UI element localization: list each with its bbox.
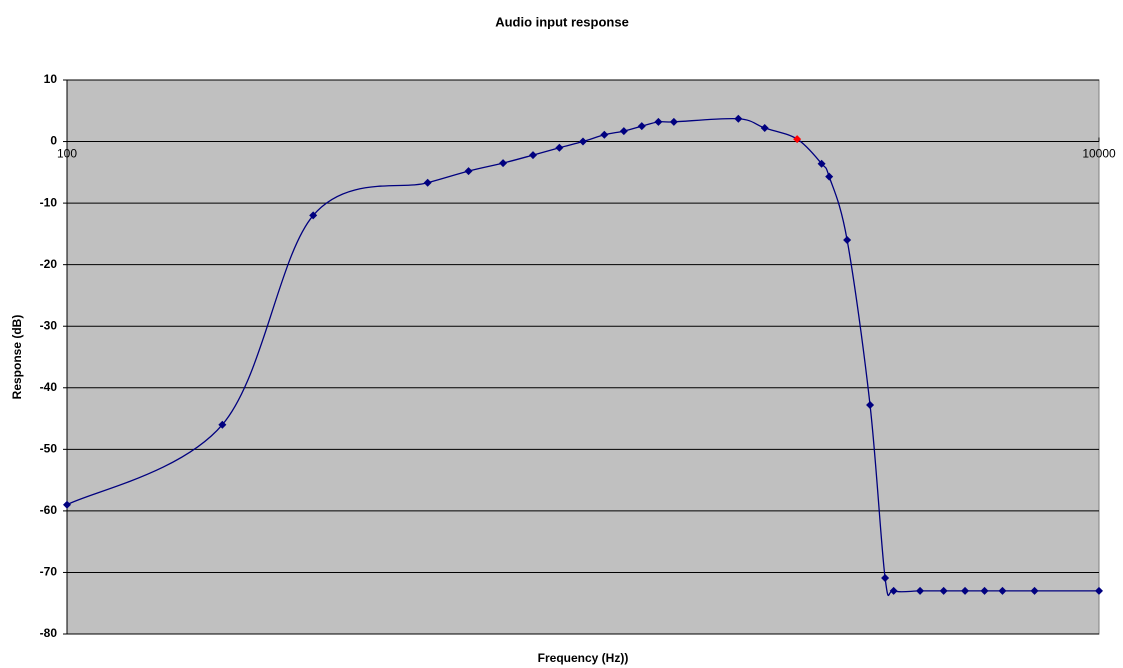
- marker: [817, 159, 826, 168]
- marker: [528, 151, 537, 160]
- marker: [669, 117, 678, 126]
- x-tick-label: 10000: [1082, 147, 1116, 161]
- line: [66, 117, 1099, 596]
- marker: [423, 178, 432, 187]
- marker: [1030, 586, 1039, 595]
- y-tick-label: -30: [40, 318, 58, 332]
- marker: [555, 143, 564, 152]
- x-tick-label: 100: [57, 147, 77, 161]
- marker: [654, 117, 663, 126]
- chart-title: Audio input response: [495, 14, 629, 29]
- y-tick-label: 0: [50, 134, 57, 148]
- marker: [464, 167, 473, 176]
- marker: [793, 135, 802, 144]
- y-tick-label: -60: [40, 503, 58, 517]
- y-tick-label: -40: [40, 380, 58, 394]
- marker: [579, 137, 587, 146]
- marker: [637, 122, 646, 131]
- y-tick-label: -70: [40, 565, 58, 579]
- marker: [499, 159, 508, 168]
- y-tick-label: 10: [44, 72, 58, 86]
- y-tick-label: -50: [40, 442, 58, 456]
- y-axis-label: Response (dB): [10, 315, 24, 400]
- y-tick-label: -80: [40, 626, 58, 640]
- y-tick-label: -20: [40, 257, 58, 271]
- y-tick-label: -10: [40, 195, 58, 209]
- marker: [1095, 586, 1103, 595]
- marker: [734, 114, 743, 123]
- marker: [961, 586, 970, 595]
- marker: [998, 586, 1007, 595]
- marker: [916, 586, 925, 595]
- marker: [63, 500, 71, 509]
- marker: [619, 127, 628, 136]
- marker: [939, 586, 948, 595]
- marker: [825, 172, 834, 181]
- marker: [881, 573, 890, 582]
- marker: [843, 236, 852, 245]
- plot-area: [66, 79, 1100, 635]
- marker: [760, 124, 769, 133]
- x-axis-label: Frequency (Hz)): [538, 651, 629, 665]
- marker: [889, 586, 898, 595]
- marker: [309, 211, 318, 220]
- marker: [600, 130, 609, 139]
- marker: [980, 586, 989, 595]
- marker: [866, 401, 875, 410]
- marker: [218, 420, 227, 429]
